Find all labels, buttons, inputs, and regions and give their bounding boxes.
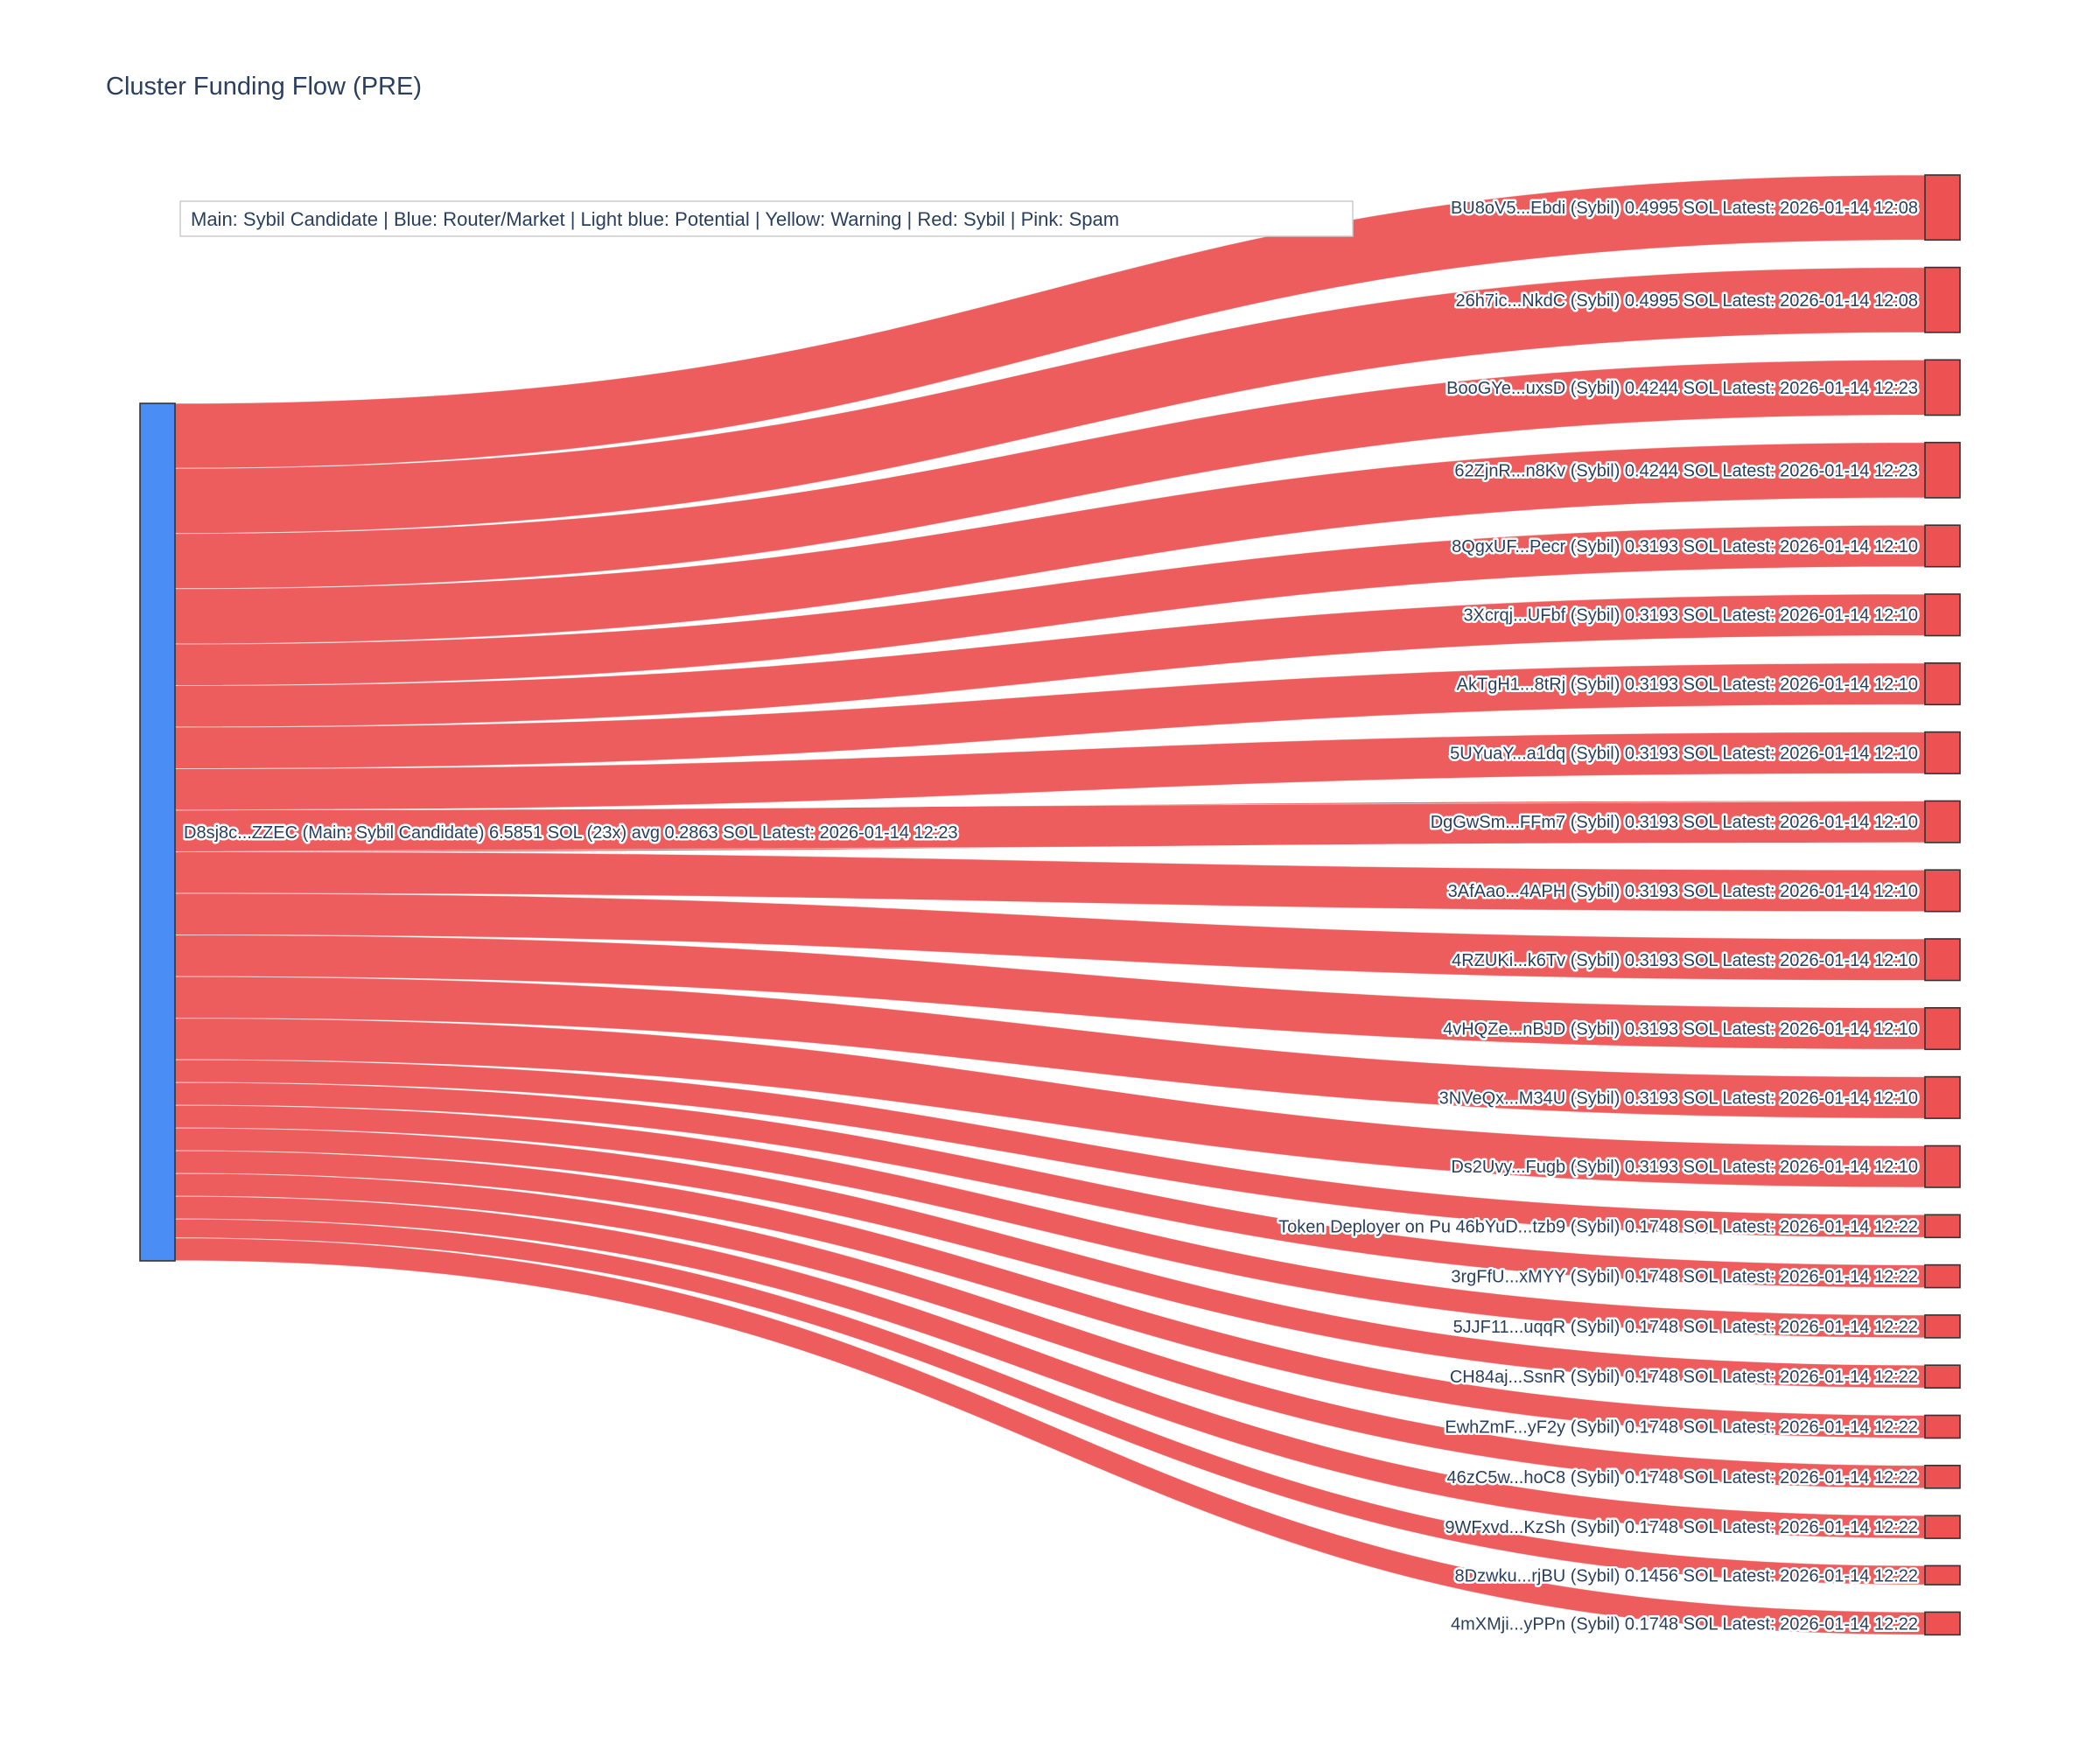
main-node-label: D8sj8c...ZZEC (Main: Sybil Candidate) 6.… bbox=[184, 823, 958, 843]
target-node-label: 26h7ic...NkdC (Sybil) 0.4995 SOL Latest:… bbox=[1456, 291, 1918, 311]
target-node[interactable] bbox=[1924, 1314, 1961, 1339]
target-node-label: DgGwSm...FFm7 (Sybil) 0.3193 SOL Latest:… bbox=[1431, 813, 1918, 832]
target-node-label: 46zC5w...hoC8 (Sybil) 0.1748 SOL Latest:… bbox=[1447, 1468, 1919, 1488]
target-node-label: Ds2Uvy...Fugb (Sybil) 0.3193 SOL Latest:… bbox=[1451, 1158, 1918, 1177]
target-node[interactable] bbox=[1924, 1465, 1961, 1489]
target-node[interactable] bbox=[1924, 1214, 1961, 1239]
target-node-label: 3rgFfU...xMYY (Sybil) 0.1748 SOL Latest:… bbox=[1451, 1268, 1918, 1287]
target-node-label: BooGYe...uxsD (Sybil) 0.4244 SOL Latest:… bbox=[1446, 379, 1918, 398]
target-node[interactable] bbox=[1924, 524, 1961, 568]
target-node[interactable] bbox=[1924, 1144, 1961, 1188]
target-node[interactable] bbox=[1924, 441, 1961, 499]
target-node-label: 5JJF11...uqqR (Sybil) 0.1748 SOL Latest:… bbox=[1453, 1318, 1918, 1337]
target-node-label: 3NVeQx...M34U (Sybil) 0.3193 SOL Latest:… bbox=[1439, 1088, 1918, 1108]
flows-layer bbox=[174, 174, 1926, 1635]
chart-title: Cluster Funding Flow (PRE) bbox=[106, 73, 422, 101]
target-node[interactable] bbox=[1924, 1564, 1961, 1586]
target-node-label: CH84aj...SsnR (Sybil) 0.1748 SOL Latest:… bbox=[1450, 1368, 1918, 1387]
target-node-label: Token Deployer on Pu 46bYuD...tzb9 (Sybi… bbox=[1278, 1217, 1918, 1236]
target-node[interactable] bbox=[1924, 266, 1961, 333]
target-node[interactable] bbox=[1924, 1264, 1961, 1289]
target-node[interactable] bbox=[1924, 800, 1961, 844]
labels-layer: BU8oV5...Ebdi (Sybil) 0.4995 SOL Latest:… bbox=[1277, 197, 1921, 1636]
target-node[interactable] bbox=[1924, 1515, 1961, 1539]
target-node[interactable] bbox=[1924, 174, 1961, 242]
target-node-label: 8QgxUF...Pecr (Sybil) 0.3193 SOL Latest:… bbox=[1452, 537, 1918, 556]
target-node[interactable] bbox=[1924, 731, 1961, 774]
target-node[interactable] bbox=[1924, 359, 1961, 416]
target-node[interactable] bbox=[1924, 662, 1961, 706]
target-node-label: BU8oV5...Ebdi (Sybil) 0.4995 SOL Latest:… bbox=[1451, 199, 1918, 218]
legend-text: Main: Sybil Candidate | Blue: Router/Mar… bbox=[191, 208, 1119, 230]
legend: Main: Sybil Candidate | Blue: Router/Mar… bbox=[179, 200, 1354, 237]
target-node[interactable] bbox=[1924, 1364, 1961, 1389]
target-node[interactable] bbox=[1924, 593, 1961, 637]
target-node[interactable] bbox=[1924, 1611, 1961, 1636]
target-node-label: EwhZmF...yF2y (Sybil) 0.1748 SOL Latest:… bbox=[1445, 1418, 1918, 1438]
target-node-label: 9WFxvd...KzSh (Sybil) 0.1748 SOL Latest:… bbox=[1445, 1518, 1918, 1537]
target-node-label: 3Xcrqj...UFbf (Sybil) 0.3193 SOL Latest:… bbox=[1463, 606, 1918, 626]
target-node[interactable] bbox=[1924, 1075, 1961, 1119]
target-node-label: 4vHQZe...nBJD (Sybil) 0.3193 SOL Latest:… bbox=[1443, 1020, 1918, 1040]
target-node-label: 62ZjnR...n8Kv (Sybil) 0.4244 SOL Latest:… bbox=[1454, 461, 1918, 480]
target-node-label: 8Dzwku...rjBU (Sybil) 0.1456 SOL Latest:… bbox=[1454, 1566, 1918, 1586]
target-node[interactable] bbox=[1924, 938, 1961, 982]
target-node-label: 4mXMji...yPPn (Sybil) 0.1748 SOL Latest:… bbox=[1451, 1614, 1918, 1634]
target-node[interactable] bbox=[1924, 1007, 1961, 1051]
target-nodes-layer bbox=[1924, 174, 1961, 1636]
target-node[interactable] bbox=[1924, 1414, 1961, 1439]
target-node-label: AkTgH1...8tRj (Sybil) 0.3193 SOL Latest:… bbox=[1457, 676, 1918, 695]
main-node[interactable] bbox=[139, 402, 176, 1262]
legend-box bbox=[179, 200, 1354, 237]
target-node-label: 3AfAao...4APH (Sybil) 0.3193 SOL Latest:… bbox=[1448, 882, 1918, 901]
target-node-label: 5UYuaY...a1dq (Sybil) 0.3193 SOL Latest:… bbox=[1450, 744, 1918, 763]
target-node-label: 4RZUKi...k6Tv (Sybil) 0.3193 SOL Latest:… bbox=[1452, 951, 1918, 970]
target-node[interactable] bbox=[1924, 869, 1961, 913]
